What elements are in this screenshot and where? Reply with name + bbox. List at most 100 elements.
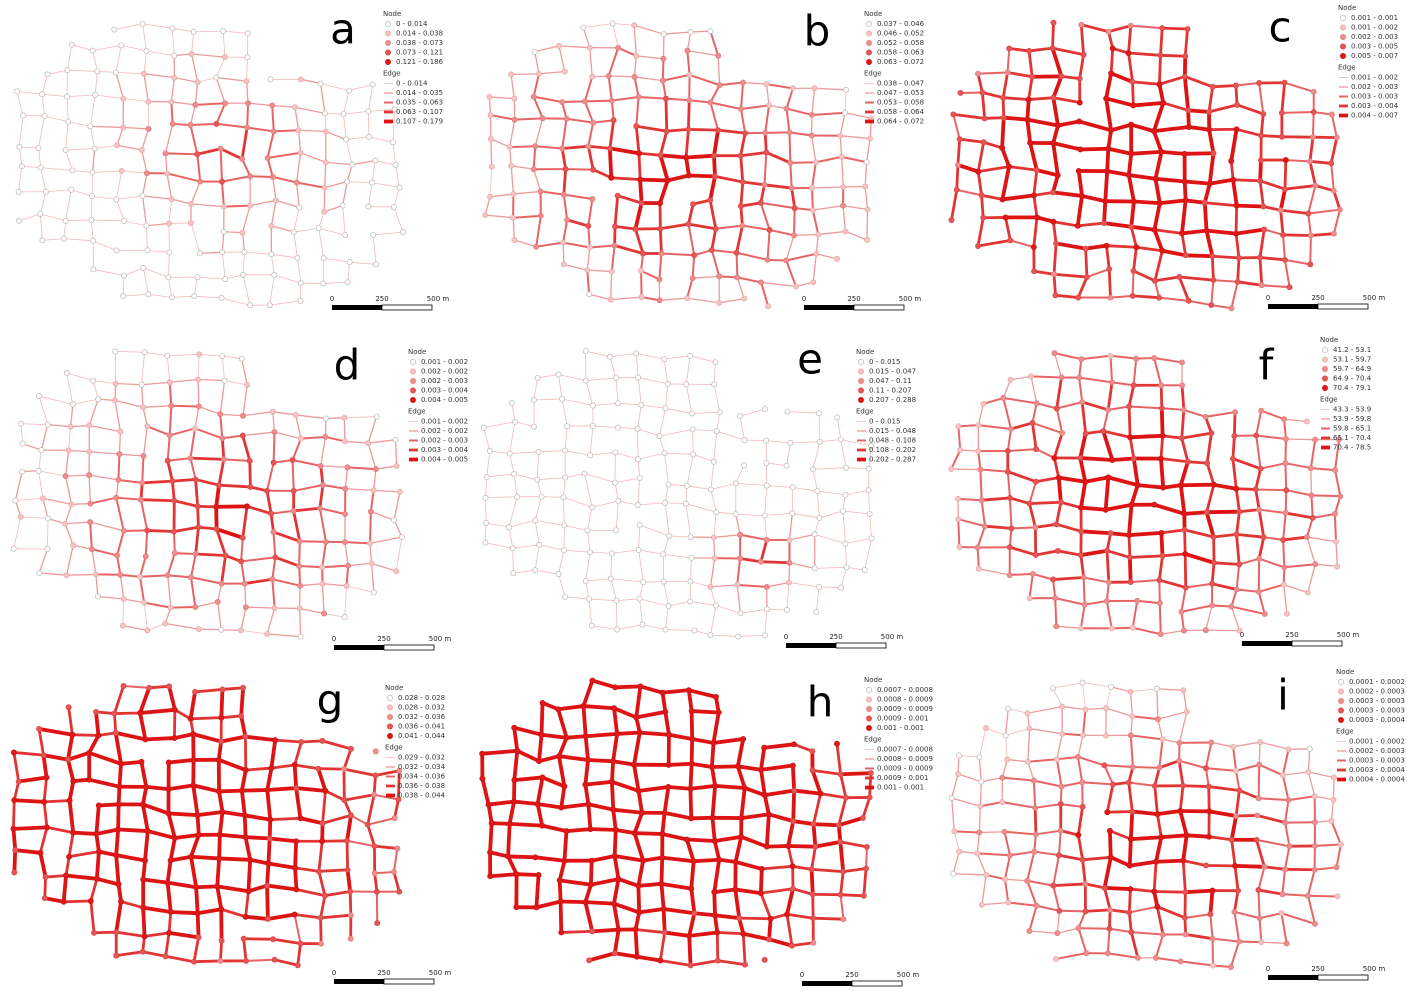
street-edge: [690, 557, 692, 582]
street-edge: [1184, 933, 1214, 941]
street-edge: [980, 193, 985, 220]
street-edge: [344, 488, 375, 492]
street-edge: [65, 544, 74, 576]
street-edge: [512, 725, 544, 737]
street-edge: [168, 910, 200, 916]
street-node: [1024, 758, 1031, 765]
street-node: [539, 115, 546, 122]
legend-label: 0.036 - 0.041: [398, 723, 445, 731]
street-edge: [63, 220, 67, 240]
legend-node-symbol: [866, 49, 872, 56]
street-node: [1280, 536, 1287, 543]
street-edge: [585, 350, 611, 358]
legend-label: 0.073 - 0.121: [396, 49, 443, 57]
street-node: [91, 145, 98, 152]
street-edge: [42, 776, 48, 804]
street-edge: [170, 404, 200, 408]
street-node: [561, 522, 568, 529]
street-edge: [249, 199, 277, 207]
street-node: [86, 749, 93, 756]
street-edge: [69, 424, 90, 428]
street-node: [1107, 352, 1114, 359]
street-edge: [691, 411, 721, 414]
street-node: [94, 68, 101, 75]
street-node: [589, 402, 596, 409]
street-node: [19, 440, 26, 447]
street-node: [140, 876, 147, 883]
street-edge: [293, 231, 298, 259]
street-edge: [12, 780, 21, 802]
street-edge: [166, 811, 177, 840]
street-node: [640, 857, 647, 864]
street-edge: [689, 761, 714, 769]
street-edge: [370, 562, 397, 572]
street-node: [561, 547, 567, 554]
street-node: [1206, 808, 1213, 815]
street-node: [1006, 544, 1013, 551]
street-edge: [1263, 228, 1284, 236]
street-edge: [191, 783, 221, 794]
street-node: [789, 510, 796, 517]
street-edge: [115, 195, 143, 200]
street-edge: [21, 442, 43, 451]
street-edge: [347, 562, 373, 567]
street-edge: [342, 767, 377, 777]
street-node: [636, 729, 643, 736]
street-edge: [1230, 605, 1266, 615]
street-edge: [842, 205, 847, 233]
street-edge: [736, 584, 742, 614]
street-edge: [1054, 952, 1088, 960]
street-edge: [194, 478, 221, 487]
street-edge: [953, 830, 960, 852]
street-node: [1182, 889, 1189, 896]
street-node: [1158, 148, 1165, 155]
street-edge: [1257, 888, 1261, 920]
street-edge: [509, 421, 516, 454]
street-edge: [94, 849, 101, 881]
street-edge: [166, 172, 173, 200]
legend-label: 0.001 - 0.002: [421, 358, 468, 366]
street-edge: [214, 527, 245, 540]
street-edge: [1076, 221, 1106, 228]
street-edge: [1151, 125, 1191, 134]
scale-label: 500 m: [1363, 965, 1386, 973]
street-node: [171, 74, 178, 81]
street-edge: [345, 564, 350, 587]
street-edge: [534, 569, 559, 575]
street-node: [112, 729, 119, 736]
street-edge: [658, 222, 690, 231]
street-node: [1235, 887, 1241, 894]
street-node: [1126, 403, 1133, 410]
street-edge: [194, 884, 220, 890]
street-node: [1230, 176, 1237, 183]
street-edge: [141, 802, 171, 816]
street-node: [1305, 768, 1312, 775]
street-edge: [38, 470, 44, 499]
street-node: [1079, 779, 1086, 786]
street-edge: [585, 580, 590, 600]
street-node: [636, 595, 643, 602]
street-edge: [67, 705, 74, 737]
street-edge: [512, 190, 542, 195]
street-edge: [766, 581, 790, 588]
street-edge: [1025, 97, 1031, 122]
street-node: [372, 772, 379, 779]
street-edge: [122, 293, 149, 297]
street-node: [816, 438, 823, 445]
street-edge: [1082, 682, 1086, 710]
street-edges: [483, 350, 872, 637]
street-node: [1004, 468, 1011, 475]
street-edge: [1129, 122, 1156, 134]
street-edge: [515, 748, 541, 764]
street-node: [216, 855, 223, 862]
street-node: [999, 196, 1006, 203]
legend-label: 0.0007 - 0.0008: [877, 746, 933, 754]
street-edge: [1151, 101, 1166, 134]
street-edge: [268, 816, 302, 822]
street-edge: [1281, 535, 1309, 542]
street-edge: [296, 257, 302, 284]
street-edge: [138, 707, 177, 715]
street-edge: [711, 710, 721, 745]
street-edge: [297, 129, 327, 133]
street-edge: [92, 380, 99, 400]
